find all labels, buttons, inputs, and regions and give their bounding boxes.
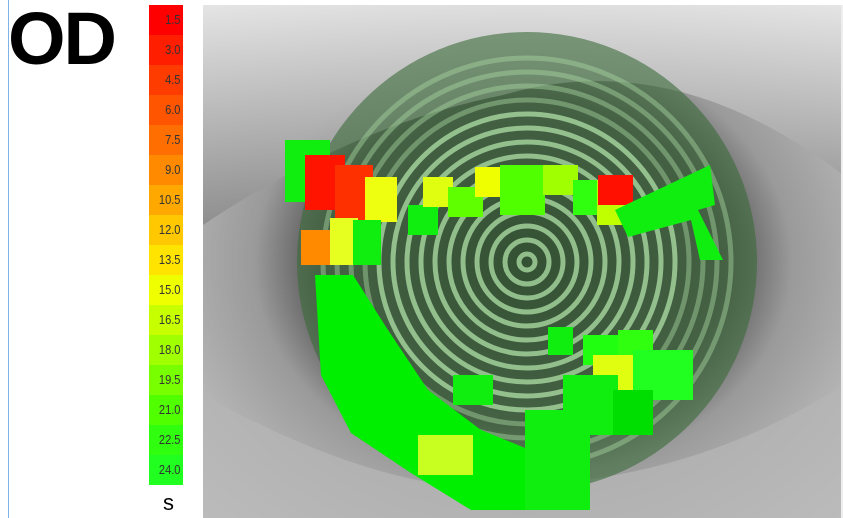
breakup-map [285,140,723,510]
placido-ring [516,251,538,273]
scale-step: 9.0 [149,155,183,185]
scale-step: 13.5 [149,245,183,275]
placido-ring [390,125,664,399]
scale-step: 12.0 [149,215,183,245]
placido-ring [488,223,566,301]
scale-step: 18.0 [149,335,183,365]
scale-step: 7.5 [149,125,183,155]
eye-image [203,5,843,518]
scale-unit: s [163,490,174,515]
scale-step: 3.0 [149,35,183,65]
scale-step: 22.5 [149,425,183,455]
scale-step: 10.5 [149,185,183,215]
scale-step: 24.0 [149,455,183,485]
placido-ring [418,153,636,371]
scale-step: 16.5 [149,305,183,335]
scale-step: 15.0 [149,275,183,305]
color-scale: 1.5 3.0 4.5 6.0 7.5 9.0 10.5 12.0 13.5 15.0 16.5 18… [143,5,183,485]
scale-step: 19.5 [149,365,183,395]
panel-border [8,0,9,518]
scale-step: 21.0 [149,395,183,425]
eye-label: OD [8,0,117,80]
scale-step: 1.5 [149,5,183,35]
placido-ring [502,237,552,287]
scale-step: 4.5 [149,65,183,95]
placido-ring [404,139,650,385]
scale-step: 6.0 [149,95,183,125]
